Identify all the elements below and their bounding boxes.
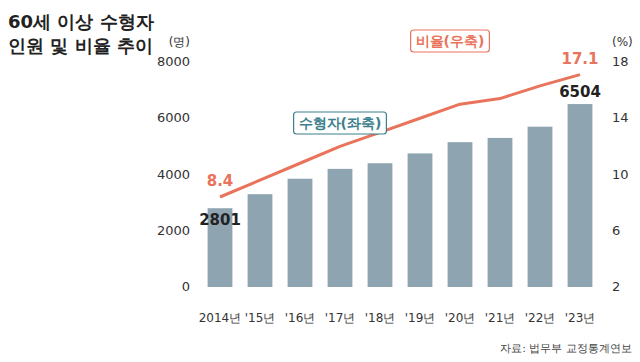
chart: 60세 이상 수형자인원 및 비율 추이 (명) (%) 0 2000 4000 6000 8… <box>0 0 640 362</box>
y2-tick <box>601 62 604 63</box>
y-tick <box>196 230 199 231</box>
bar <box>528 127 553 287</box>
y2-tick-label: 6 <box>612 223 620 238</box>
x-tick-label: '16년 <box>285 311 316 325</box>
legend-box <box>411 30 490 52</box>
x-tick-label: '21년 <box>485 311 516 325</box>
bar <box>408 153 433 287</box>
bar <box>488 138 513 287</box>
y2-tick <box>601 230 604 231</box>
y2-tick <box>601 174 604 175</box>
y2-tick-label: 18 <box>612 54 629 69</box>
data-label: 8.4 <box>207 172 234 190</box>
y-axis-label: (명) <box>169 35 190 49</box>
y2-axis-label: (%) <box>612 35 633 49</box>
background <box>0 0 640 362</box>
data-label: 6504 <box>559 83 601 101</box>
y-tick-label: 2000 <box>157 223 190 238</box>
x-tick-label: '22년 <box>525 311 556 325</box>
y-tick-label: 0 <box>182 279 190 294</box>
y-tick-label: 6000 <box>157 110 190 125</box>
bar <box>368 163 393 287</box>
y2-tick-label: 2 <box>612 279 620 294</box>
x-tick-label: '18년 <box>365 311 396 325</box>
bar <box>328 169 353 287</box>
source: 자료: 법무부 교정통계연보 <box>500 342 632 355</box>
bar <box>288 179 313 287</box>
x-tick-label: '19년 <box>405 311 436 325</box>
plot-marks <box>208 75 593 287</box>
bar <box>248 194 273 287</box>
x-tick-label: '23년 <box>565 311 596 325</box>
bar <box>448 142 473 287</box>
y-tick-label: 4000 <box>157 167 190 182</box>
data-label: 2801 <box>199 211 241 229</box>
line <box>220 75 580 197</box>
legend-label: 수형자(좌축) <box>299 115 382 131</box>
legend-label: 비율(우축) <box>416 33 485 49</box>
x-tick-label: '20년 <box>445 311 476 325</box>
bar <box>568 104 593 287</box>
y-tick <box>196 62 199 63</box>
title: 60세 이상 수형자인원 및 비율 추이 <box>8 11 154 56</box>
legend-box <box>294 112 387 134</box>
y2-tick-label: 10 <box>612 167 629 182</box>
y2-tick <box>601 287 604 288</box>
data-label: 17.1 <box>561 50 598 68</box>
y-tick <box>196 118 199 119</box>
x-tick-label: '15년 <box>245 311 276 325</box>
y-tick <box>196 174 199 175</box>
y2-tick-label: 14 <box>612 110 629 125</box>
y-tick-label: 8000 <box>157 54 190 69</box>
y2-tick <box>601 118 604 119</box>
x-tick-label: '17년 <box>325 311 356 325</box>
y-tick <box>196 287 199 288</box>
x-tick-label: 2014년 <box>199 311 242 325</box>
